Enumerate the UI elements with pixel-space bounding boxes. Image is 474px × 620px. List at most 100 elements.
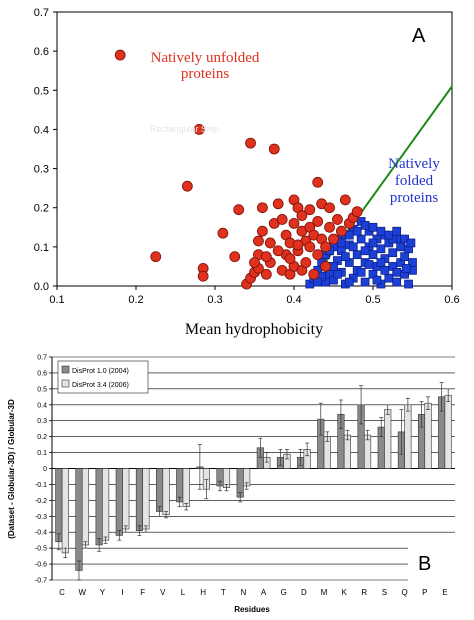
folded-protein-point <box>388 248 398 258</box>
unfolded-protein-point <box>320 241 332 253</box>
folded-protein-point <box>341 252 350 261</box>
folded-protein-point <box>368 250 378 260</box>
residue-label: K <box>342 588 348 597</box>
folded-protein-point <box>400 252 409 261</box>
folded-protein-point <box>372 275 382 285</box>
unfolded-protein-point <box>249 257 260 268</box>
unfolded-protein-point <box>304 241 316 253</box>
y-tick-label: -0.7 <box>35 578 47 585</box>
unfolded-protein-point <box>304 204 316 216</box>
unfolded-protein-point <box>284 253 296 265</box>
bar-2006 <box>182 468 190 508</box>
folded-protein-point <box>376 226 386 236</box>
unfolded-protein-point <box>272 198 284 210</box>
residue-label: Y <box>100 588 106 597</box>
y-tick-label: 0.2 <box>34 203 49 215</box>
y-tick-label: -0.4 <box>35 530 47 537</box>
folded-protein-point <box>376 244 386 254</box>
y-tick-label: 0.7 <box>34 7 49 19</box>
x-tick-label: 0.4 <box>286 294 301 306</box>
residue-label: G <box>281 588 287 597</box>
bar-2004 <box>55 468 63 543</box>
folded-protein-point <box>401 264 411 273</box>
annotation-unfolded-line-2: proteins <box>181 66 229 82</box>
residue-label: T <box>221 588 226 597</box>
y-tick-label: 0.6 <box>37 370 47 377</box>
y-tick-label: 0.2 <box>37 434 47 441</box>
bar-2006 <box>404 404 412 469</box>
unfolded-protein-point <box>312 176 324 188</box>
unfolded-protein-point <box>217 227 229 239</box>
watermark-text: Rectangular Snip <box>150 124 219 134</box>
folded-protein-point <box>313 277 323 287</box>
unfolded-protein-point <box>339 194 351 206</box>
x-tick-label: 0.6 <box>444 294 459 306</box>
folded-protein-point <box>392 267 402 277</box>
unfolded-protein-point <box>308 268 320 280</box>
y-tick-label: 0 <box>43 466 47 473</box>
residue-label: F <box>140 588 145 597</box>
unfolded-protein-point <box>256 202 268 214</box>
annotation-folded-line-3: proteins <box>390 190 438 206</box>
unfolded-protein-point <box>351 206 363 218</box>
folded-protein-point <box>352 250 362 260</box>
annotation-unfolded-line-1: Natively unfolded <box>151 50 260 66</box>
y-tick-label: 0.7 <box>37 355 47 362</box>
scatter-chart-panel-a: 0.00.10.20.30.40.50.60.7 0.1 0.2 0.3 0.4 0.5… <box>34 7 460 338</box>
folded-protein-point <box>356 267 366 277</box>
legend-swatch-2006 <box>61 379 70 388</box>
residue-label: M <box>321 588 328 597</box>
y-tick-label: -0.5 <box>35 546 47 553</box>
folded-protein-point <box>364 260 374 269</box>
y-tick-label: 0.5 <box>34 85 49 97</box>
unfolded-protein-point <box>292 239 304 251</box>
y-tick-label: 0.5 <box>37 386 47 393</box>
folded-protein-point <box>348 242 358 252</box>
unfolded-protein-point <box>335 225 347 237</box>
y-tick-label: 0.3 <box>34 164 49 176</box>
folded-protein-point <box>408 258 417 267</box>
residue-label: C <box>59 588 65 597</box>
folded-protein-point <box>384 230 394 240</box>
folded-protein-point <box>344 277 354 287</box>
legend-swatch-2004 <box>61 365 70 374</box>
unfolded-protein-point <box>288 217 300 229</box>
annotation-folded-line-2: folded <box>395 173 434 189</box>
x-tick-label: 0.3 <box>207 294 222 306</box>
folded-protein-point <box>368 238 378 248</box>
folded-protein-point <box>368 222 378 232</box>
bar-2004 <box>115 468 123 536</box>
unfolded-protein-point <box>268 143 280 155</box>
bar-2004 <box>95 468 103 546</box>
x-axis-label-b: Residues <box>234 605 270 614</box>
residue-label: P <box>422 588 427 597</box>
unfolded-protein-point <box>260 268 272 280</box>
unfolded-protein-point <box>256 225 268 237</box>
folded-protein-point <box>360 246 370 256</box>
folded-protein-point <box>406 238 416 248</box>
unfolded-protein-point <box>296 210 308 221</box>
unfolded-protein-point <box>260 251 272 263</box>
unfolded-protein-point <box>324 202 335 214</box>
unfolded-protein-point <box>150 251 162 263</box>
residue-label: I <box>121 588 123 597</box>
unfolded-protein-point <box>197 270 209 282</box>
y-axis-label-b: (Dataset - Globular-3D) / Globular-3D <box>7 399 16 539</box>
residue-label: H <box>200 588 206 597</box>
folded-protein-point <box>333 269 342 279</box>
folded-protein-point <box>404 279 413 289</box>
y-tick-label: 0.4 <box>34 124 49 136</box>
residue-label: D <box>301 588 307 597</box>
unfolded-protein-point <box>193 124 205 135</box>
residue-label: N <box>241 588 247 597</box>
folded-protein-point <box>392 277 402 287</box>
y-tick-label: 0.6 <box>34 46 49 58</box>
y-tick-label: 0.1 <box>34 242 49 254</box>
folded-protein-point <box>356 234 366 244</box>
bar-2006 <box>444 394 452 469</box>
folded-protein-point <box>384 273 394 283</box>
bar-chart-panel-b: 0.7 0.6 0.5 0.4 0.3 0.2 0.1 0 -0.1 -0.2 -0.3 -0.4 -0… <box>7 355 455 614</box>
x-axis-label-a: Mean hydrophobicity <box>185 321 323 338</box>
panel-label-b: B <box>418 553 431 575</box>
unfolded-protein-point <box>324 221 335 233</box>
